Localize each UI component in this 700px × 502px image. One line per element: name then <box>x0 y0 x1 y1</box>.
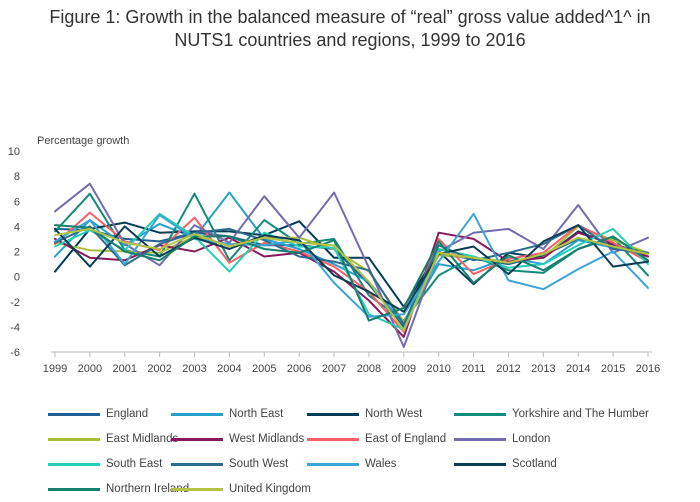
legend-label: East Midlands <box>106 433 179 445</box>
y-tick-label: 4 <box>14 221 20 233</box>
y-tick-label: -4 <box>10 322 20 334</box>
legend-swatch <box>307 412 359 416</box>
x-tick-label: 2010 <box>426 363 450 375</box>
x-tick-label: 2008 <box>357 363 381 375</box>
legend-item[interactable]: East Midlands <box>48 433 178 445</box>
legend-item[interactable]: South West <box>171 458 288 470</box>
y-tick-label: -6 <box>10 347 20 359</box>
legend-item[interactable]: Northern Ireland <box>48 483 189 495</box>
y-tick-label: 10 <box>8 146 20 158</box>
x-tick-label: 2003 <box>182 363 206 375</box>
legend-label: North East <box>229 408 284 420</box>
legend-item[interactable]: North West <box>307 408 422 420</box>
legend-swatch <box>454 412 506 416</box>
x-tick-label: 2007 <box>322 363 346 375</box>
y-tick-label: 6 <box>14 196 20 208</box>
series-line <box>54 224 649 313</box>
legend-item[interactable]: Wales <box>307 458 397 470</box>
x-tick-label: 2014 <box>566 363 590 375</box>
series-line <box>54 192 649 322</box>
series-line <box>54 212 649 318</box>
x-tick-label: 2002 <box>147 363 171 375</box>
legend-swatch <box>171 462 223 466</box>
y-axis-label: Percentage growth <box>37 135 130 147</box>
chart-title-line-1: Figure 1: Growth in the balanced measure… <box>49 7 651 27</box>
legend-swatch <box>171 437 223 441</box>
legend-item[interactable]: Yorkshire and The Humber <box>454 408 649 420</box>
series-line <box>54 227 649 332</box>
x-tick-label: 2016 <box>636 363 660 375</box>
legend-swatch <box>48 487 100 491</box>
x-tick-label: 2015 <box>601 363 625 375</box>
x-tick-label: 2012 <box>496 363 520 375</box>
chart-title: Figure 1: Growth in the balanced measure… <box>0 6 700 52</box>
legend-swatch <box>307 437 359 441</box>
y-tick-label: 2 <box>14 247 20 259</box>
x-tick-label: 1999 <box>43 363 67 375</box>
legend-swatch <box>307 462 359 466</box>
legend-item[interactable]: West Midlands <box>171 433 304 445</box>
legend-label: London <box>512 433 551 445</box>
x-tick-label: 2011 <box>462 363 486 375</box>
legend-label: North West <box>365 408 423 420</box>
x-tick-label: 2009 <box>392 363 416 375</box>
legend-swatch <box>48 462 100 466</box>
x-tick-label: 2000 <box>78 363 102 375</box>
y-tick-label: 0 <box>14 272 20 284</box>
x-tick-label: 2005 <box>252 363 276 375</box>
legend-swatch <box>454 437 506 441</box>
x-tick-label: 2013 <box>531 363 555 375</box>
legend-item[interactable]: England <box>48 408 148 420</box>
legend-swatch <box>454 462 506 466</box>
y-tick-label: 8 <box>14 171 20 183</box>
x-tick-label: 2006 <box>287 363 311 375</box>
legend-label: South East <box>106 458 163 470</box>
series-line <box>54 224 649 322</box>
chart-title-line-2: NUTS1 countries and regions, 1999 to 201… <box>174 30 526 50</box>
legend-label: Northern Ireland <box>106 483 190 495</box>
legend-swatch <box>171 487 223 491</box>
legend-label: Scotland <box>512 458 557 470</box>
legend-swatch <box>171 412 223 416</box>
legend-item[interactable]: Scotland <box>454 458 557 470</box>
legend-item[interactable]: East of England <box>307 433 446 445</box>
x-tick-label: 2004 <box>217 363 241 375</box>
legend-item[interactable]: North East <box>171 408 283 420</box>
legend-label: England <box>106 408 149 420</box>
legend-item[interactable]: United Kingdom <box>171 483 311 495</box>
legend-label: Wales <box>365 458 397 470</box>
x-tick-label: 2001 <box>113 363 137 375</box>
legend-label: South West <box>229 458 289 470</box>
legend-label: East of England <box>365 433 447 445</box>
legend-item[interactable]: London <box>454 433 550 445</box>
legend-swatch <box>48 437 100 441</box>
y-tick-label: -2 <box>10 297 20 309</box>
legend-item[interactable]: South East <box>48 458 162 470</box>
legend-label: West Midlands <box>229 433 305 445</box>
legend-swatch <box>48 412 100 416</box>
legend-label: Yorkshire and The Humber <box>512 408 649 420</box>
legend-label: United Kingdom <box>229 483 311 495</box>
